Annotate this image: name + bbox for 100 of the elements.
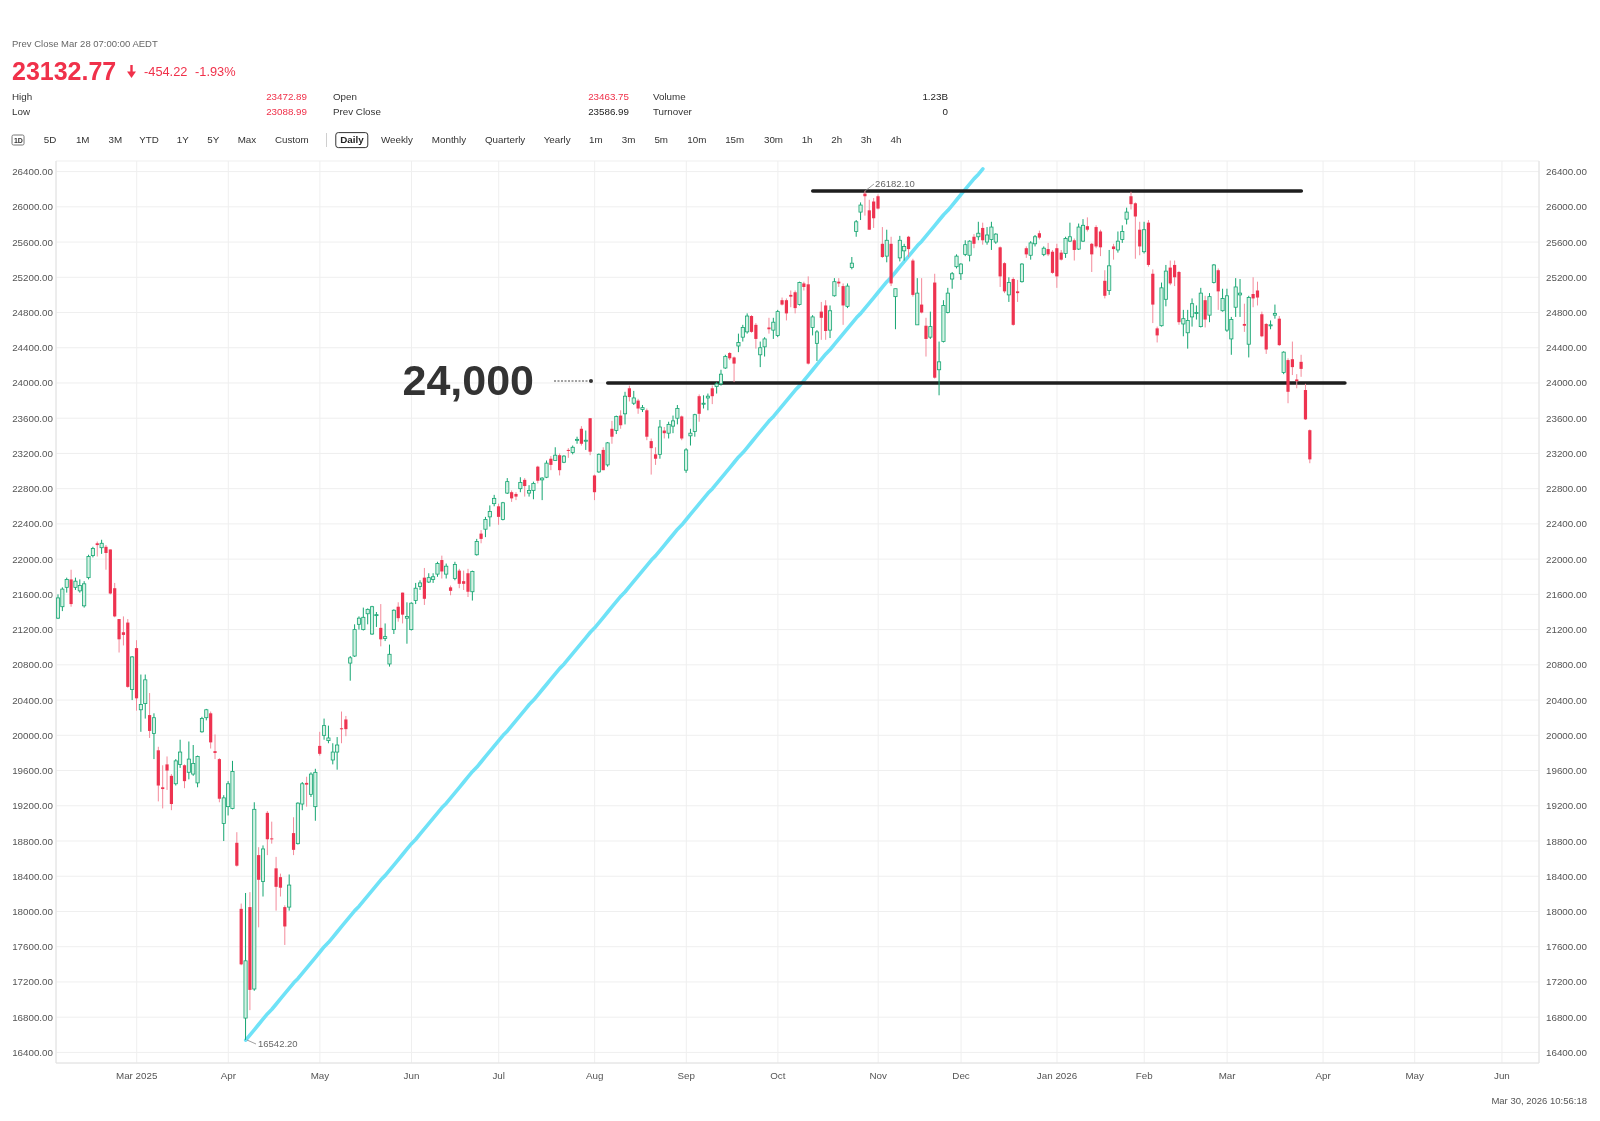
candlestick: [387, 644, 392, 668]
text: Quarterly: [484, 134, 526, 146]
y2-tick-label: 16400.00: [1546, 1046, 1588, 1058]
y-tick-label: 22800.00: [12, 483, 54, 495]
x-tick-label: Aug: [585, 1069, 604, 1081]
text: 23586.99: [588, 106, 629, 118]
y-tick-label: 23600.00: [12, 412, 54, 424]
x-tick-label: Jul: [492, 1069, 505, 1081]
x-tick-label: Oct: [770, 1069, 786, 1081]
candlestick: [810, 314, 815, 336]
candlestick: [758, 341, 763, 368]
candlestick: [479, 529, 483, 544]
candlestick: [1216, 267, 1220, 311]
candlestick: [1203, 295, 1207, 328]
y2-tick-label: 16800.00: [1546, 1011, 1588, 1023]
candlestick: [793, 289, 797, 314]
candlestick: [457, 568, 461, 589]
text: Low: [12, 106, 30, 118]
candlestick: [697, 393, 701, 423]
candlestick: [1255, 281, 1260, 306]
candlestick: [566, 447, 570, 459]
x-tick-label: Feb: [1135, 1069, 1154, 1081]
x-tick-label: Mar: [1218, 1069, 1237, 1081]
candlestick: [1094, 224, 1098, 249]
candlestick: [575, 436, 580, 445]
candlestick: [186, 740, 191, 780]
text: 5m: [654, 134, 668, 146]
candlestick: [339, 711, 344, 744]
text: 15m: [725, 134, 745, 146]
x-tick-label: Apr: [220, 1069, 237, 1081]
y2-tick-label: 23200.00: [1546, 447, 1588, 459]
candlestick: [867, 199, 871, 231]
candlestick: [832, 277, 837, 298]
candlestick: [976, 221, 981, 241]
candlestick: [880, 226, 884, 259]
candlestick: [558, 452, 562, 476]
candlestick: [583, 430, 588, 451]
text: High: [12, 91, 33, 103]
candlestick: [523, 477, 527, 498]
x-tick-label: Mar 2025: [116, 1069, 158, 1081]
y-tick-label: 22000.00: [12, 553, 54, 565]
y-tick-label: 21200.00: [12, 624, 54, 636]
candlestick: [287, 874, 292, 912]
text: 30m: [763, 134, 784, 146]
y-tick-label: 18800.00: [12, 835, 54, 847]
y2-tick-label: 26000.00: [1546, 201, 1588, 213]
candlestick: [1103, 269, 1107, 299]
candlestick: [845, 282, 850, 309]
candlestick: [1299, 354, 1303, 378]
candlestick: [989, 221, 994, 251]
chart-subtitle: Prev Close Mar 28 07:00:00 AEDT: [12, 38, 158, 50]
y-tick-label: 16400.00: [12, 1046, 54, 1058]
candlestick: [1242, 303, 1246, 333]
annotation: 24,000: [402, 355, 534, 404]
text: -1.93%: [195, 63, 236, 79]
candlestick: [841, 282, 845, 326]
candlestick: [344, 715, 348, 737]
y2-tick-label: 20800.00: [1546, 659, 1588, 671]
candlestick: [684, 447, 689, 474]
text: 10m: [687, 134, 707, 146]
candlestick: [605, 441, 610, 468]
candlestick: [1063, 236, 1068, 259]
candlestick: [906, 235, 911, 258]
text: 5Y: [207, 134, 220, 146]
text: Max: [237, 134, 257, 146]
candlestick: [322, 718, 327, 741]
candlestick: [487, 504, 492, 528]
candlestick: [814, 329, 819, 362]
text: Open: [333, 91, 357, 103]
y2-tick-label: 21200.00: [1546, 624, 1588, 636]
y-tick-label: 18400.00: [12, 870, 54, 882]
y-tick-label: 21600.00: [12, 588, 54, 600]
text: Volume: [653, 91, 686, 103]
x-tick-label: Apr: [1315, 1069, 1332, 1081]
text: 23472.89: [266, 91, 307, 103]
text: 1m: [589, 134, 603, 146]
y-tick-label: 20000.00: [12, 729, 54, 741]
y2-tick-label: 25600.00: [1546, 236, 1588, 248]
candlestick: [705, 393, 710, 411]
text: 1.23B: [922, 91, 948, 103]
text: 23463.75: [588, 91, 629, 103]
y-tick-label: 26000.00: [12, 201, 54, 213]
candlestick: [649, 437, 653, 476]
candlestick: [863, 190, 867, 217]
candlestick: [330, 742, 335, 765]
candlestick: [1233, 277, 1238, 318]
candlestick: [592, 474, 597, 501]
candlestick: [182, 763, 187, 789]
candlestick: [1098, 229, 1103, 257]
annotation: 16542.20: [258, 1038, 298, 1050]
candlestick: [291, 816, 296, 856]
y-tick-label: 16800.00: [12, 1011, 54, 1023]
y-tick-label: 19200.00: [12, 800, 54, 812]
text: Custom: [274, 134, 309, 146]
candlestick: [514, 491, 518, 501]
candlestick: [1076, 223, 1081, 251]
candlestick: [391, 608, 396, 635]
text: 4h: [890, 134, 902, 146]
candlestick: [235, 831, 239, 868]
x-tick-label: May: [310, 1069, 330, 1081]
